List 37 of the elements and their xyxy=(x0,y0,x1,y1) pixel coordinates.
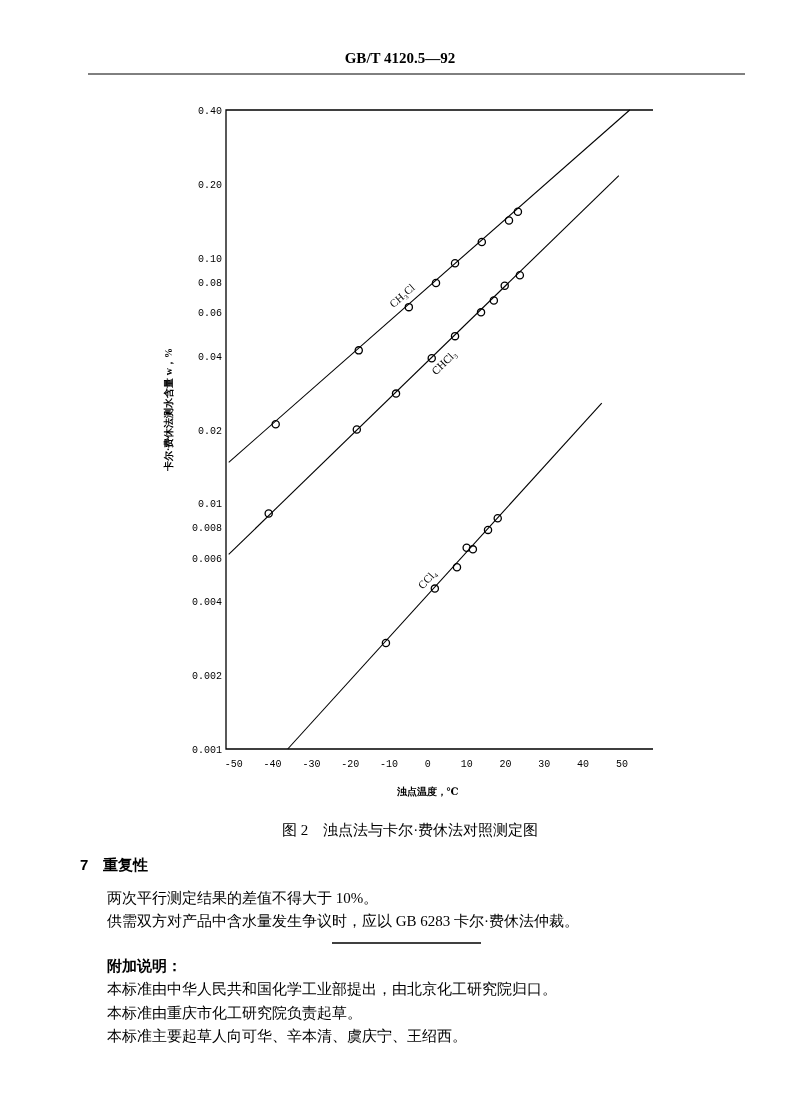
y-tick-label: 0.10 xyxy=(197,253,222,265)
y-tick-label: 0.001 xyxy=(191,745,222,756)
x-tick-label: -10 xyxy=(380,759,399,770)
x-tick-label: -50 xyxy=(224,759,243,770)
y-tick-label: 0.08 xyxy=(197,277,222,289)
x-tick-label: 50 xyxy=(615,759,628,770)
y-tick-label: 0.006 xyxy=(191,553,222,565)
text: 本标准由中华人民共和国化学工业部提出，由北京化工研究院归口。 xyxy=(107,981,557,997)
y-tick-label: 0.008 xyxy=(191,523,222,535)
text: 图 2 浊点法与卡尔·费休法对照测定图 xyxy=(281,822,539,838)
x-tick-label: -20 xyxy=(341,759,360,770)
text: 本标准由重庆市化工研究院负责起草。 xyxy=(107,1005,362,1021)
text: 7 重复性 xyxy=(80,856,149,873)
x-tick-label: 10 xyxy=(460,759,473,770)
y-tick-label: 0.004 xyxy=(191,597,222,609)
text: CCl₄ xyxy=(415,566,439,592)
x-tick-label: 40 xyxy=(577,759,590,770)
x-tick-label: 20 xyxy=(499,759,512,770)
y-tick-label: 0.40 xyxy=(197,106,222,117)
y-tick-label: 0.04 xyxy=(197,351,222,363)
text: 两次平行测定结果的差值不得大于 10%。 xyxy=(107,890,379,906)
text: GB/T 4120.5—92 xyxy=(344,50,456,66)
y-tick-label: 0.01 xyxy=(197,499,222,511)
x-tick-label: -40 xyxy=(263,759,282,770)
x-tick-label: -30 xyxy=(302,759,321,770)
text: 供需双方对产品中含水量发生争议时，应以 GB 6283 卡尔·费休法仲裁。 xyxy=(107,913,580,929)
y-tick-label: 0.02 xyxy=(197,425,222,437)
point xyxy=(504,216,514,225)
y-axis-title: 卡尔·费休法测水含量 w，% xyxy=(163,347,174,473)
text: 本标准主要起草人向可华、辛本清、虞庆宁、王绍西。 xyxy=(107,1028,467,1044)
x-axis-title: 浊点温度，℃ xyxy=(395,786,459,797)
text: 附加说明： xyxy=(107,957,182,974)
x-tick-label: 30 xyxy=(538,759,551,770)
y-tick-label: 0.06 xyxy=(197,308,222,320)
y-tick-label: 0.002 xyxy=(191,671,222,683)
x-tick-label: 0 xyxy=(424,759,431,770)
y-tick-label: 0.20 xyxy=(197,179,222,191)
